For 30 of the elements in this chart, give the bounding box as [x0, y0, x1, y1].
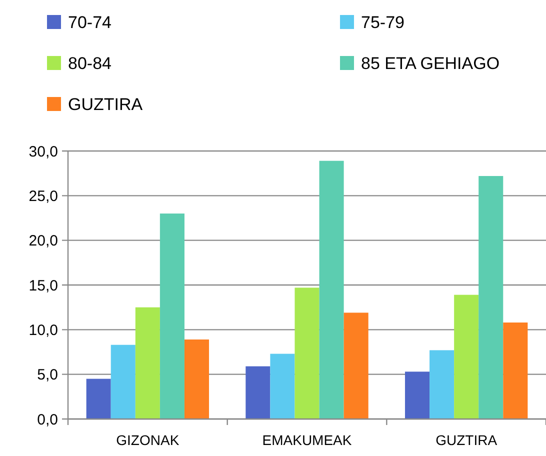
y-tick-label: 25,0: [28, 188, 58, 205]
legend-label: GUZTIRA: [68, 94, 144, 114]
x-tick-label: EMAKUMEAK: [262, 432, 352, 448]
y-tick-label: 20,0: [28, 232, 58, 250]
y-tick-label: 5,0: [37, 366, 58, 384]
bar: [135, 307, 160, 419]
legend-label: 70-74: [68, 12, 112, 32]
x-tick-label: GUZTIRA: [436, 432, 498, 448]
y-tick-label: 30,0: [28, 143, 58, 160]
bar: [86, 378, 111, 419]
bar: [294, 288, 320, 419]
y-tick-label: 15,0: [28, 277, 58, 294]
legend-label: 85 ETA GEHIAGO: [361, 54, 500, 73]
legend-label: 75-79: [361, 12, 404, 32]
bar: [319, 160, 344, 419]
bar: [184, 339, 210, 419]
legend-label: 80-84: [68, 54, 112, 73]
bar: [110, 344, 136, 419]
x-tick-label: GIZONAK: [116, 432, 180, 448]
bar: [160, 214, 184, 419]
bar: [454, 294, 479, 419]
bar: [344, 312, 368, 419]
bar: [503, 322, 528, 419]
bar: [270, 354, 295, 419]
bar: [404, 372, 430, 419]
bar: [478, 176, 504, 419]
bar: [246, 366, 270, 419]
y-tick-label: 10,0: [28, 322, 58, 339]
y-tick-label: 0,0: [37, 411, 58, 428]
bar: [430, 350, 454, 419]
